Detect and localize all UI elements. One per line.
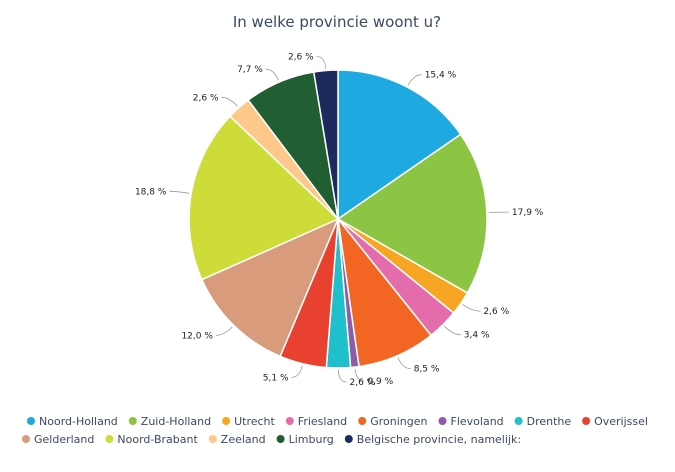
slice-label-zuid-holland: 17,9 % <box>512 208 544 218</box>
legend-marker <box>514 417 523 425</box>
slice-label-zeeland: 2,6 % <box>193 93 219 103</box>
slice-label-belgische-provincie-namelijk: 2,6 % <box>288 53 314 63</box>
legend-item-noord-holland[interactable]: Noord-Holland <box>27 415 118 428</box>
slice-label-drenthe: 2,6 % <box>350 378 376 388</box>
leader-line-limburg <box>265 68 279 81</box>
legend-marker <box>27 417 35 425</box>
legend-label: Flevoland <box>451 415 504 428</box>
slice-label-overijssel: 5,1 % <box>263 373 289 383</box>
legend-label: Drenthe <box>527 415 572 428</box>
leader-line-friesland <box>444 325 461 336</box>
legend-item-zeeland[interactable]: Zeeland <box>208 433 266 446</box>
legend-label: Overijssel <box>594 415 648 428</box>
slice-labels: 15,4 %17,9 %2,6 %3,4 %8,5 %0,9 %2,6 %5,1… <box>135 53 544 389</box>
legend-label: Groningen <box>370 415 427 428</box>
legend-label: Belgische provincie, namelijk: <box>357 433 521 446</box>
legend-marker <box>105 435 114 443</box>
leader-line-overijssel <box>291 365 303 378</box>
legend-item-flevoland[interactable]: Flevoland <box>438 415 504 428</box>
slice-label-noord-holland: 15,4 % <box>425 71 457 81</box>
leader-line-belgische-provincie-namelijk <box>316 56 327 69</box>
pie-slice-noord-brabant[interactable] <box>188 115 340 281</box>
legend-label: Limburg <box>289 433 334 446</box>
leader-line-zuid-holland <box>488 211 509 213</box>
slice-label-gelderland: 12,0 % <box>181 331 213 341</box>
legend-marker <box>276 435 285 443</box>
legend-item-zuid-holland[interactable]: Zuid-Holland <box>128 415 211 428</box>
leader-line-groningen <box>397 357 411 369</box>
leader-line-flevoland <box>354 368 365 382</box>
slice-label-flevoland: 0,9 % <box>367 377 393 387</box>
legend-label: Noord-Holland <box>39 415 118 428</box>
legend-label: Gelderland <box>34 433 94 446</box>
legend-marker <box>222 417 231 425</box>
pie-slice-zuid-holland[interactable] <box>336 133 488 294</box>
legend-marker <box>208 435 217 443</box>
legend-marker <box>22 435 30 443</box>
pie-slice-belgische-provincie-namelijk[interactable] <box>312 69 339 220</box>
legend-marker <box>344 435 353 443</box>
chart-title: In welke provincie woont u? <box>233 13 441 31</box>
pie-slice-gelderland[interactable] <box>200 217 340 358</box>
slice-label-groningen: 8,5 % <box>414 365 440 375</box>
slice-label-friesland: 3,4 % <box>464 331 490 341</box>
legend-marker <box>285 417 294 425</box>
legend-item-utrecht[interactable]: Utrecht <box>222 415 276 428</box>
legend-marker <box>358 417 367 425</box>
leader-line-zeeland <box>221 96 238 107</box>
label-leaders <box>169 56 509 383</box>
legend-item-drenthe[interactable]: Drenthe <box>514 415 572 428</box>
slice-label-utrecht: 2,6 % <box>483 307 509 317</box>
slice-label-limburg: 7,7 % <box>237 65 263 75</box>
legend-item-friesland[interactable]: Friesland <box>285 415 347 428</box>
legend-marker <box>582 417 591 425</box>
leader-line-noord-brabant <box>169 190 190 194</box>
leader-line-noord-holland <box>407 74 422 86</box>
slice-label-noord-brabant: 18,8 % <box>135 187 167 197</box>
legend: Noord-Holland Zuid-Holland Utrecht Frieslan… <box>22 415 648 446</box>
legend-marker <box>438 417 447 425</box>
legend-item-belgische-provincie-namelijk[interactable]: Belgische provincie, namelijk: <box>344 433 521 446</box>
legend-item-limburg[interactable]: Limburg <box>276 433 334 446</box>
legend-label: Noord-Brabant <box>117 433 198 446</box>
leader-line-drenthe <box>338 369 347 383</box>
legend-marker <box>128 417 137 425</box>
pie-slices <box>188 69 488 369</box>
pie-slice-noord-holland[interactable] <box>337 69 462 221</box>
legend-label: Utrecht <box>234 415 275 428</box>
leader-line-utrecht <box>462 304 481 312</box>
legend-label: Zuid-Holland <box>141 415 211 428</box>
legend-label: Friesland <box>298 415 347 428</box>
legend-item-noord-brabant[interactable]: Noord-Brabant <box>105 433 198 446</box>
legend-item-overijssel[interactable]: Overijssel <box>582 415 648 428</box>
legend-label: Zeeland <box>221 433 266 446</box>
legend-item-groningen[interactable]: Groningen <box>358 415 427 428</box>
legend-item-gelderland[interactable]: Gelderland <box>22 433 94 446</box>
leader-line-gelderland <box>215 326 233 336</box>
